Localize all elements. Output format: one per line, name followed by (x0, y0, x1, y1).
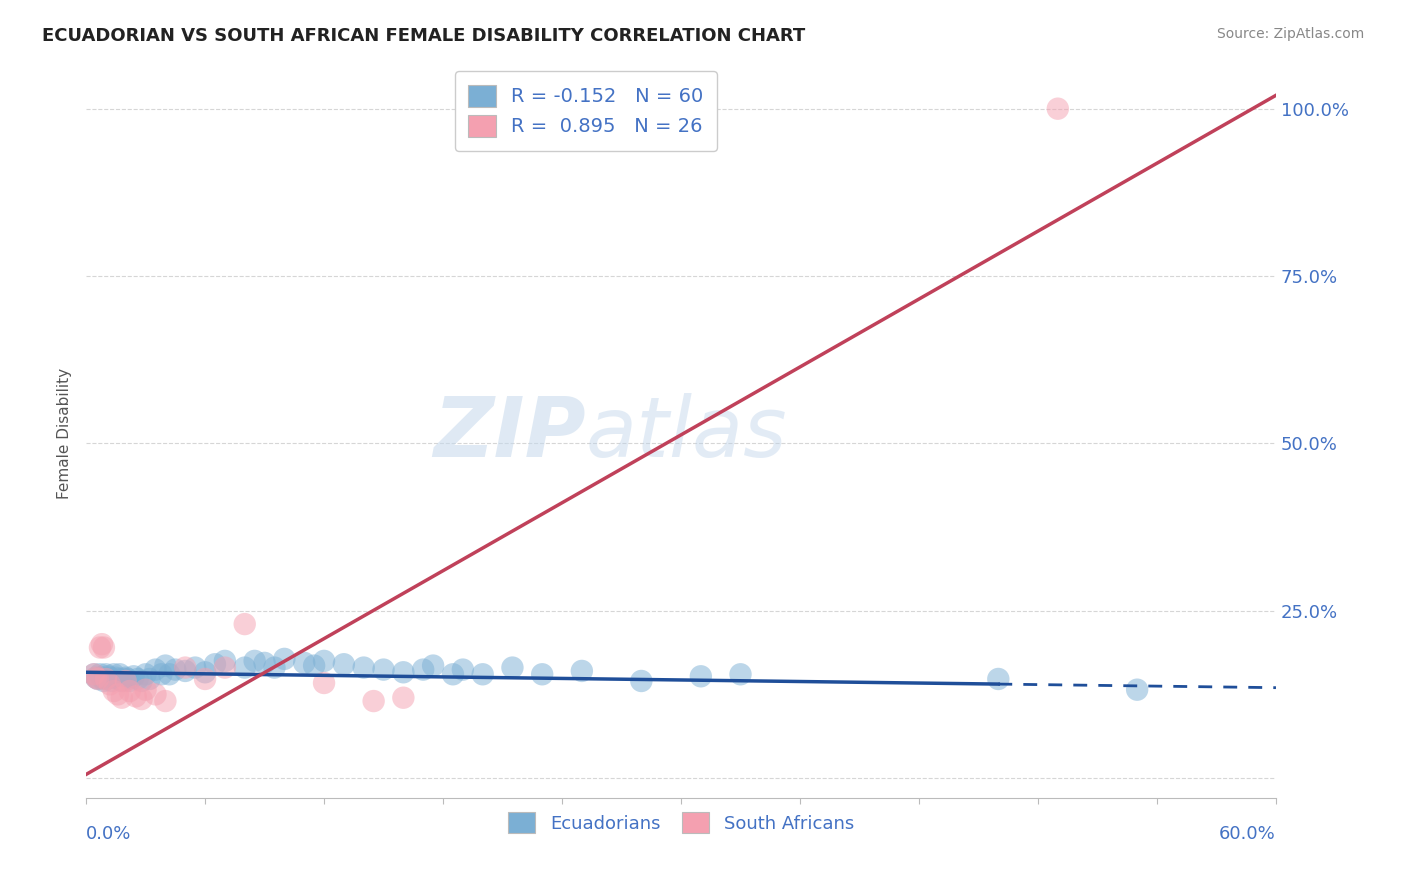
Point (107, 687, 129, 701)
Point (131, 692, 153, 706)
Point (89, 640, 111, 655)
Point (730, 667, 752, 681)
Point (117, 672, 139, 686)
Point (97, 669, 120, 683)
Point (118, 684, 141, 698)
Point (124, 690, 146, 704)
Point (138, 672, 160, 686)
Point (392, 665, 415, 680)
Point (108, 667, 131, 681)
Point (373, 663, 395, 677)
Point (131, 673, 153, 688)
Point (451, 663, 474, 677)
Point (353, 660, 375, 674)
Point (98, 677, 121, 691)
Point (165, 663, 187, 677)
Point (101, 673, 124, 688)
Point (83, 667, 105, 681)
Point (243, 654, 266, 668)
Text: 60.0%: 60.0% (1219, 825, 1277, 843)
Text: ECUADORIAN VS SOUTH AFRICAN FEMALE DISABILITY CORRELATION CHART: ECUADORIAN VS SOUTH AFRICAN FEMALE DISAB… (42, 27, 806, 45)
Point (174, 660, 197, 674)
Point (292, 656, 315, 670)
Point (501, 660, 523, 674)
Point (531, 667, 554, 681)
Legend: Ecuadorians, South Africans: Ecuadorians, South Africans (501, 805, 860, 840)
Point (689, 669, 711, 683)
Point (93, 640, 115, 655)
Point (194, 672, 217, 686)
Point (1046, 102, 1069, 116)
Point (114, 671, 136, 685)
Point (630, 673, 652, 688)
Point (111, 673, 134, 688)
Point (127, 672, 149, 686)
Point (204, 657, 226, 672)
Y-axis label: Female Disability: Female Disability (58, 368, 72, 499)
Point (107, 672, 129, 686)
Point (87, 672, 110, 686)
Point (84, 671, 107, 685)
Point (157, 667, 180, 681)
Point (1126, 682, 1149, 697)
Point (471, 667, 494, 681)
Point (333, 657, 356, 672)
Point (363, 694, 385, 708)
Text: Source: ZipAtlas.com: Source: ZipAtlas.com (1216, 27, 1364, 41)
Point (214, 654, 236, 668)
Point (135, 682, 157, 697)
Point (94, 672, 117, 686)
Point (392, 690, 415, 705)
Point (89, 667, 111, 681)
Text: ZIP: ZIP (433, 392, 586, 474)
Point (263, 660, 285, 674)
Text: 0.0%: 0.0% (86, 825, 131, 843)
Point (441, 667, 464, 681)
Point (987, 672, 1010, 686)
Point (412, 663, 434, 677)
Point (312, 654, 335, 668)
Point (233, 660, 256, 674)
Point (104, 671, 127, 685)
Point (312, 676, 335, 690)
Point (184, 660, 207, 674)
Point (103, 667, 125, 681)
Point (233, 617, 256, 632)
Point (90, 671, 112, 685)
Point (93, 673, 115, 688)
Point (302, 658, 325, 673)
Point (112, 672, 135, 686)
Point (90, 637, 112, 651)
Point (87, 672, 110, 686)
Point (111, 690, 134, 705)
Point (114, 673, 136, 688)
Point (194, 665, 217, 680)
Point (155, 694, 177, 708)
Point (103, 684, 125, 698)
Point (253, 656, 276, 670)
Point (273, 652, 295, 666)
Point (174, 664, 197, 678)
Point (145, 687, 167, 701)
Point (214, 660, 236, 674)
Point (83, 667, 105, 681)
Point (135, 667, 157, 681)
Point (118, 673, 141, 688)
Point (94, 672, 117, 686)
Point (422, 658, 444, 673)
Point (94, 667, 117, 681)
Point (122, 669, 145, 683)
Point (98, 671, 121, 685)
Point (84, 671, 107, 685)
Point (145, 663, 167, 677)
Point (155, 658, 177, 673)
Point (571, 664, 593, 678)
Text: atlas: atlas (586, 392, 787, 474)
Point (150, 667, 173, 681)
